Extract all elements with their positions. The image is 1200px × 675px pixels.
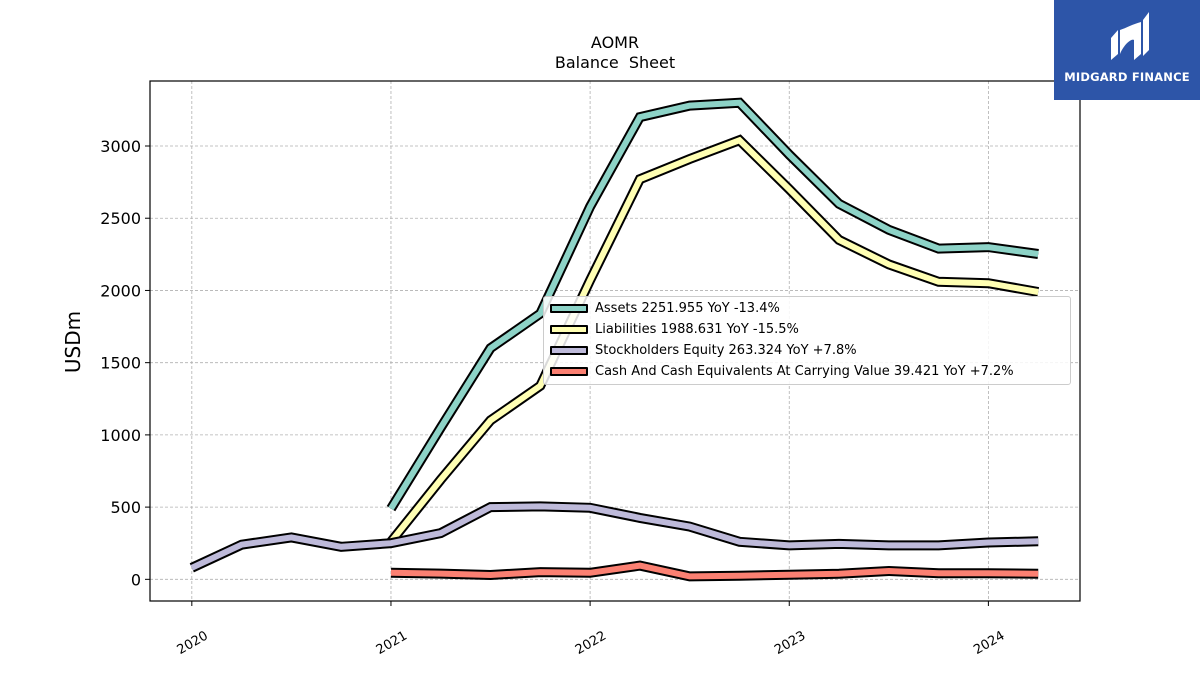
x-tick-label: 2022: [573, 628, 609, 658]
legend-item-assets: Assets 2251.955 YoY -13.4%: [550, 301, 1068, 319]
series-1: [387, 134, 1040, 545]
legend-label-stockholders-equity: Stockholders Equity 263.324 YoY +7.8%: [595, 343, 857, 358]
series-line: [190, 503, 1039, 571]
legend-item-stockholders-equity: Stockholders Equity 263.324 YoY +7.8%: [550, 343, 1068, 361]
y-tick-label: 1000: [100, 426, 141, 445]
legend-swatch-liabilities: [550, 325, 588, 334]
legend-swatch-assets: [550, 304, 588, 313]
y-tick-label: 500: [110, 498, 141, 517]
legend-label-liabilities: Liabilities 1988.631 YoY -15.5%: [595, 322, 799, 337]
legend-item-cash: Cash And Cash Equivalents At Carrying Va…: [550, 364, 1068, 382]
logo-text: MIDGARD FINANCE: [1064, 70, 1190, 84]
series-lines: [189, 97, 1040, 582]
series-3: [390, 560, 1039, 582]
legend-label-assets: Assets 2251.955 YoY -13.4%: [595, 301, 780, 316]
series-2: [189, 501, 1039, 573]
legend: Assets 2251.955 YoY -13.4% Liabilities 1…: [543, 296, 1071, 385]
y-tick-label: 0: [131, 570, 141, 589]
series-line: [390, 562, 1039, 580]
y-tick-label: 2500: [100, 209, 141, 228]
x-tick-label: 2024: [971, 628, 1007, 658]
logo-mark-icon: [1111, 12, 1149, 60]
legend-label-cash: Cash And Cash Equivalents At Carrying Va…: [595, 364, 1014, 379]
x-tick-label: 2021: [374, 628, 410, 658]
chart-title: AOMR: [591, 33, 639, 52]
legend-swatch-stockholders-equity: [550, 346, 588, 355]
series-0: [386, 97, 1039, 512]
chart-subtitle: Balance Sheet: [555, 53, 675, 72]
series-line: [388, 136, 1039, 544]
y-axis-ticks: 0 500 1000 1500 2000 2500 3000: [100, 137, 150, 589]
brand-logo: MIDGARD FINANCE: [1054, 0, 1200, 100]
series-line: [388, 99, 1039, 511]
x-tick-label: 2023: [772, 628, 808, 658]
legend-item-liabilities: Liabilities 1988.631 YoY -15.5%: [550, 322, 1068, 340]
x-tick-label: 2020: [175, 628, 211, 658]
y-axis-label: USDm: [61, 311, 85, 373]
x-axis-ticks: 2020 2021 2022 2023 2024: [175, 601, 1007, 658]
y-tick-label: 3000: [100, 137, 141, 156]
y-tick-label: 2000: [100, 281, 141, 300]
y-tick-label: 1500: [100, 354, 141, 373]
plot-area-frame: [149, 80, 1081, 602]
legend-swatch-cash: [550, 367, 588, 376]
